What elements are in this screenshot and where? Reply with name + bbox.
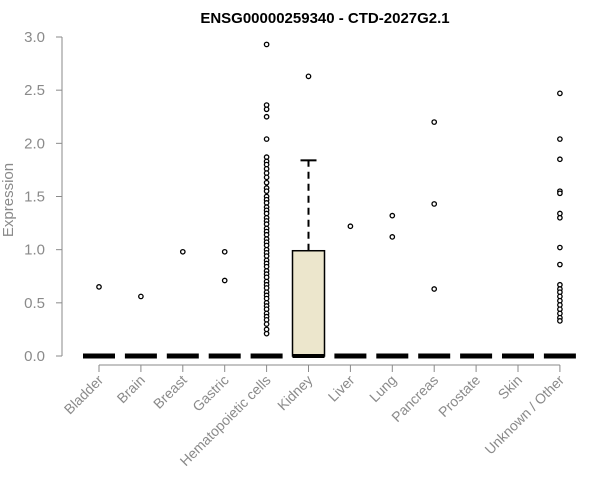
y-tick-label: 1.5 bbox=[24, 189, 45, 206]
outlier-point bbox=[557, 156, 563, 163]
box-gastric bbox=[208, 248, 241, 359]
y-axis-label: Expression bbox=[0, 163, 17, 237]
x-tick-label: Brain bbox=[114, 372, 148, 406]
outlier-point bbox=[263, 113, 270, 120]
y-axis: 0.0 0.5 1.0 1.5 2.0 2.5 3.0 bbox=[24, 29, 63, 365]
outlier-point bbox=[96, 284, 102, 290]
boxes-layer bbox=[83, 41, 576, 359]
outlier-point bbox=[557, 90, 563, 97]
outlier-point bbox=[263, 136, 270, 142]
outlier-point bbox=[557, 190, 563, 197]
outlier-point bbox=[263, 174, 270, 181]
outlier-point bbox=[263, 321, 270, 327]
outlier-point bbox=[557, 244, 563, 251]
outlier-point bbox=[221, 277, 228, 284]
x-tick-label: Bladder bbox=[61, 372, 107, 418]
y-tick-label: 3.0 bbox=[24, 29, 45, 46]
x-tick-label: Kidney bbox=[274, 372, 316, 414]
y-tick-label: 2.5 bbox=[24, 82, 45, 99]
outlier-point bbox=[431, 286, 438, 292]
outlier-point bbox=[557, 136, 563, 142]
x-tick-label: Prostate bbox=[435, 372, 483, 420]
box-lung bbox=[376, 212, 409, 359]
x-tick-label: Liver bbox=[325, 372, 358, 405]
outlier-point bbox=[263, 188, 270, 195]
y-tick-label: 0.5 bbox=[24, 295, 45, 312]
y-tick-label: 1.0 bbox=[24, 242, 45, 259]
outlier-point bbox=[263, 106, 270, 113]
x-tick-label: Breast bbox=[150, 372, 190, 412]
outlier-point bbox=[221, 248, 228, 255]
outlier-point bbox=[263, 330, 270, 337]
box-unknown-other bbox=[543, 90, 576, 359]
outlier-point bbox=[431, 201, 438, 207]
box-hematopoietic-cells bbox=[250, 41, 283, 359]
outlier-point bbox=[557, 318, 563, 324]
x-tick-label: Lung bbox=[366, 372, 399, 405]
y-tick-label: 2.0 bbox=[24, 135, 45, 152]
box-liver bbox=[334, 223, 367, 359]
box-kidney bbox=[291, 73, 326, 358]
box-pancreas bbox=[418, 119, 451, 359]
outlier-point bbox=[138, 293, 144, 300]
chart-title: ENSG00000259340 - CTD-2027G2.1 bbox=[200, 10, 449, 27]
outlier-point bbox=[305, 73, 312, 80]
box-iqr bbox=[291, 249, 326, 357]
outlier-point bbox=[557, 214, 563, 221]
x-tick-label: Pancreas bbox=[388, 372, 441, 425]
outlier-point bbox=[263, 41, 270, 48]
y-tick-label: 0.0 bbox=[24, 348, 45, 365]
outlier-point bbox=[389, 234, 396, 240]
x-tick-label: Skin bbox=[495, 372, 526, 403]
box-brain bbox=[124, 293, 157, 359]
outlier-point bbox=[263, 179, 270, 186]
outlier-point bbox=[179, 248, 186, 255]
outlier-point bbox=[347, 223, 354, 230]
box-breast bbox=[166, 248, 199, 359]
outlier-point bbox=[557, 261, 563, 268]
outlier-point bbox=[389, 212, 396, 219]
box-bladder bbox=[83, 284, 115, 359]
outlier-point bbox=[431, 119, 438, 125]
x-tick-label: Unknown / Other bbox=[481, 372, 567, 458]
